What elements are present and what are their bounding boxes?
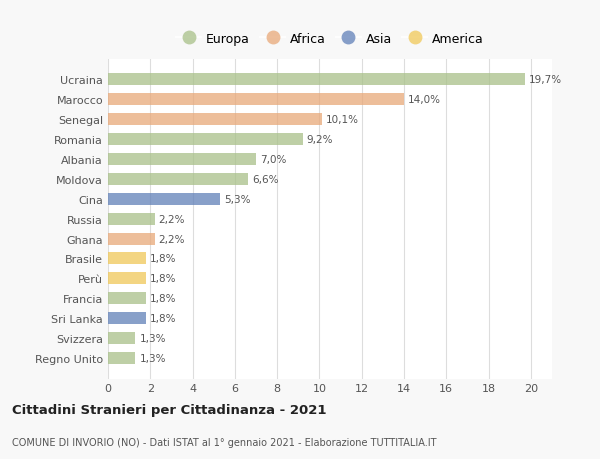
Text: 2,2%: 2,2% xyxy=(159,214,185,224)
Bar xyxy=(108,352,136,364)
Text: 1,8%: 1,8% xyxy=(150,254,177,264)
Bar xyxy=(108,193,220,205)
Bar xyxy=(108,74,524,86)
Bar xyxy=(108,213,155,225)
Text: 9,2%: 9,2% xyxy=(307,135,333,145)
Text: 14,0%: 14,0% xyxy=(408,95,441,105)
Bar xyxy=(108,154,256,166)
Text: 1,3%: 1,3% xyxy=(140,333,166,343)
Bar xyxy=(108,293,146,305)
Bar xyxy=(108,313,146,325)
Text: Cittadini Stranieri per Cittadinanza - 2021: Cittadini Stranieri per Cittadinanza - 2… xyxy=(12,403,326,416)
Bar xyxy=(108,233,155,245)
Bar xyxy=(108,94,404,106)
Text: 6,6%: 6,6% xyxy=(252,174,278,185)
Text: 1,3%: 1,3% xyxy=(140,353,166,363)
Text: 19,7%: 19,7% xyxy=(529,75,562,85)
Bar xyxy=(108,114,322,126)
Text: 1,8%: 1,8% xyxy=(150,294,177,303)
Bar xyxy=(108,134,302,146)
Bar xyxy=(108,273,146,285)
Text: 2,2%: 2,2% xyxy=(159,234,185,244)
Bar xyxy=(108,174,248,185)
Text: 7,0%: 7,0% xyxy=(260,155,287,165)
Text: 1,8%: 1,8% xyxy=(150,313,177,324)
Text: COMUNE DI INVORIO (NO) - Dati ISTAT al 1° gennaio 2021 - Elaborazione TUTTITALIA: COMUNE DI INVORIO (NO) - Dati ISTAT al 1… xyxy=(12,437,437,447)
Text: 5,3%: 5,3% xyxy=(224,194,251,204)
Legend: Europa, Africa, Asia, America: Europa, Africa, Asia, America xyxy=(171,28,489,50)
Bar xyxy=(108,253,146,265)
Bar xyxy=(108,332,136,344)
Text: 10,1%: 10,1% xyxy=(326,115,359,125)
Text: 1,8%: 1,8% xyxy=(150,274,177,284)
